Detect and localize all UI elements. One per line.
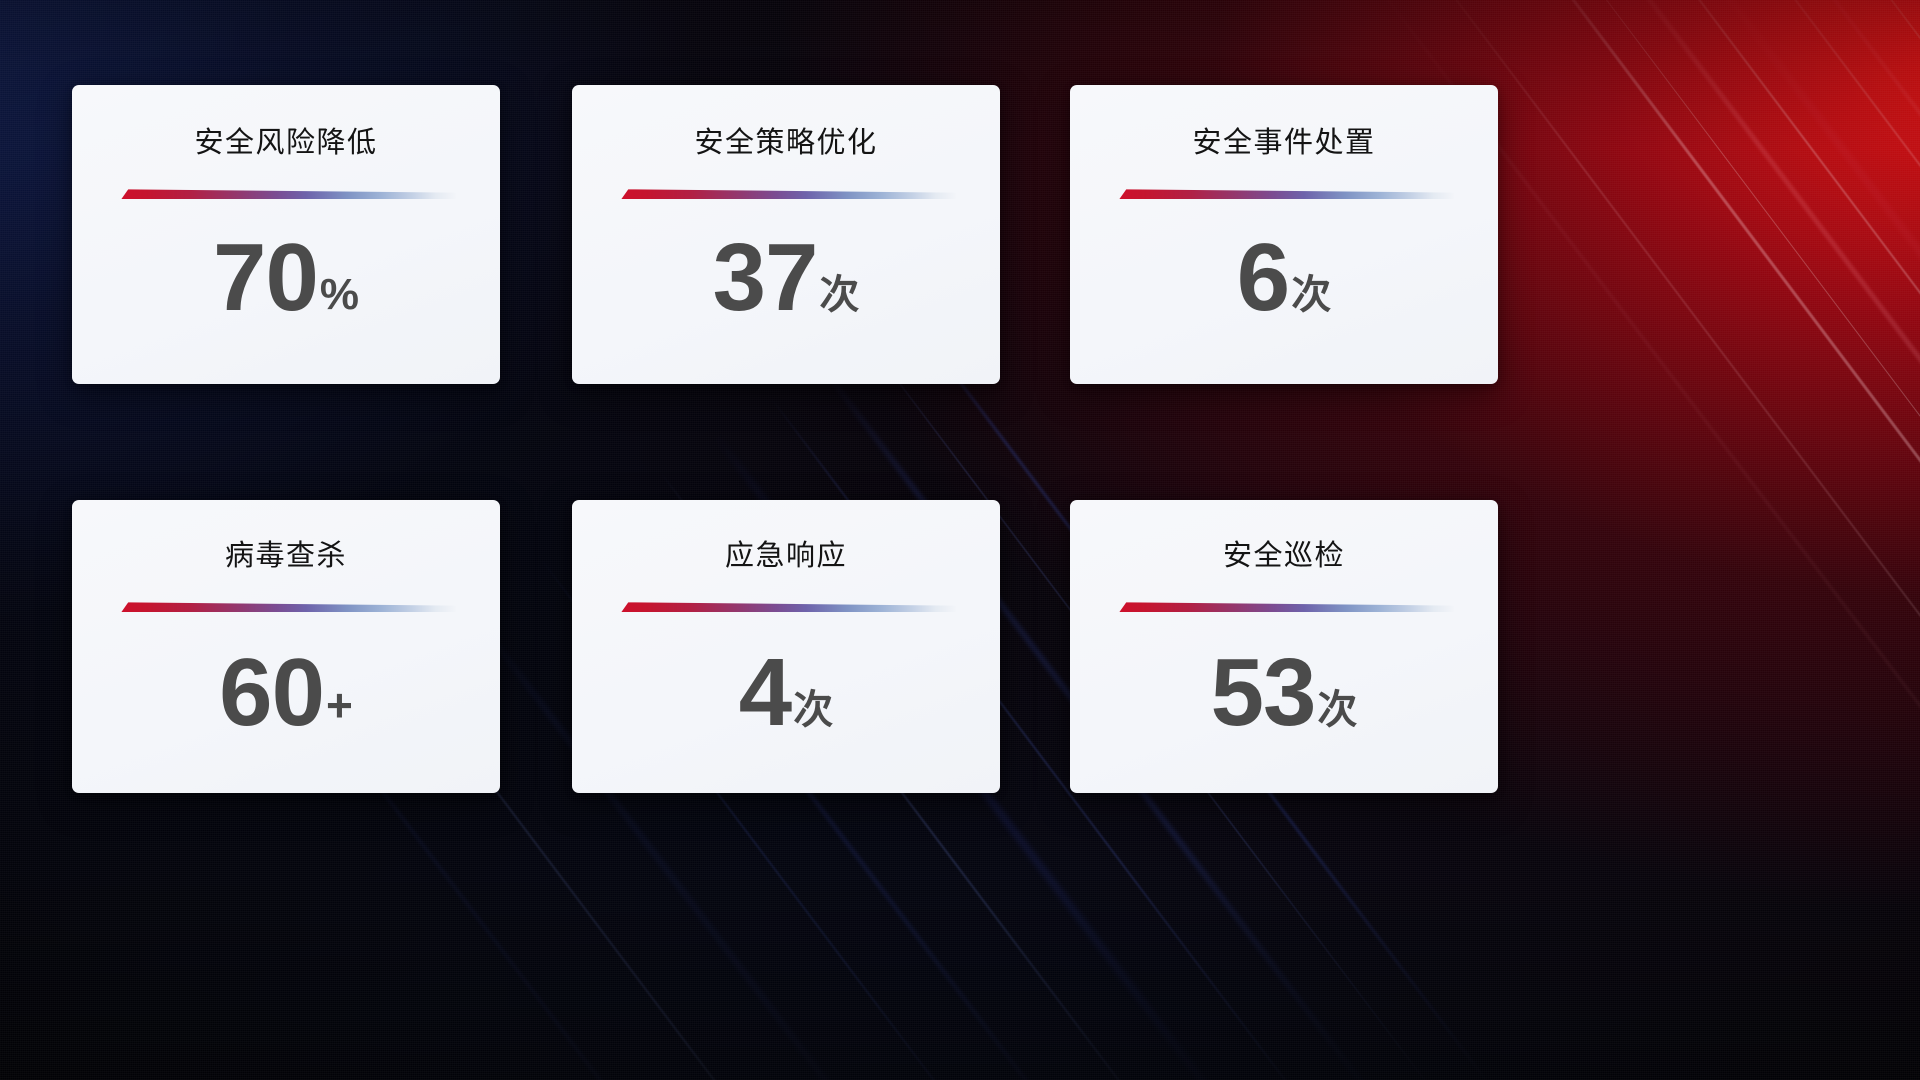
metric-card-accent-rule [1114, 188, 1454, 199]
metric-value-suffix: 次 [1317, 688, 1358, 732]
metric-value-suffix: + [325, 679, 353, 731]
metric-value-number: 37 [712, 224, 819, 331]
metric-card-value: 70 % [213, 224, 359, 331]
metric-card-accent-rule [616, 188, 956, 199]
metric-card-value: 6 次 [1236, 224, 1332, 331]
metric-card-value: 53 次 [1210, 639, 1358, 746]
metric-value-number: 4 [738, 639, 792, 746]
metric-card-title: 安全风险降低 [194, 127, 378, 159]
metric-value-suffix: % [319, 270, 359, 319]
metric-card-value: 4 次 [738, 639, 834, 746]
metric-card-accent-rule [616, 601, 956, 612]
metric-card-title: 安全巡检 [1222, 540, 1345, 572]
metric-card-3[interactable]: 安全事件处置 6 次 [1070, 85, 1498, 384]
metric-card-5[interactable]: 应急响应 4 次 [572, 500, 1000, 793]
metric-value-suffix: 次 [819, 273, 860, 317]
metric-card-value: 37 次 [712, 224, 860, 331]
metric-card-accent-rule [1114, 601, 1454, 612]
metric-card-title: 应急响应 [724, 540, 847, 572]
metric-card-value: 60 + [219, 639, 353, 746]
metric-value-suffix: 次 [793, 688, 834, 732]
metric-card-title: 病毒查杀 [224, 540, 347, 572]
metric-value-number: 53 [1210, 639, 1317, 746]
metric-card-4[interactable]: 病毒查杀 60 + [72, 500, 500, 793]
metric-value-number: 70 [213, 224, 319, 331]
metric-card-title: 安全策略优化 [694, 127, 878, 159]
metric-card-6[interactable]: 安全巡检 53 次 [1070, 500, 1498, 793]
metric-value-number: 6 [1236, 224, 1290, 331]
metric-value-suffix: 次 [1291, 273, 1332, 317]
metric-value-number: 60 [219, 639, 325, 746]
metric-card-title: 安全事件处置 [1192, 127, 1376, 159]
metric-card-1[interactable]: 安全风险降低 70 % [72, 85, 500, 384]
metric-card-2[interactable]: 安全策略优化 37 次 [572, 85, 1000, 384]
metric-card-accent-rule [116, 601, 456, 612]
metric-card-accent-rule [116, 188, 456, 199]
